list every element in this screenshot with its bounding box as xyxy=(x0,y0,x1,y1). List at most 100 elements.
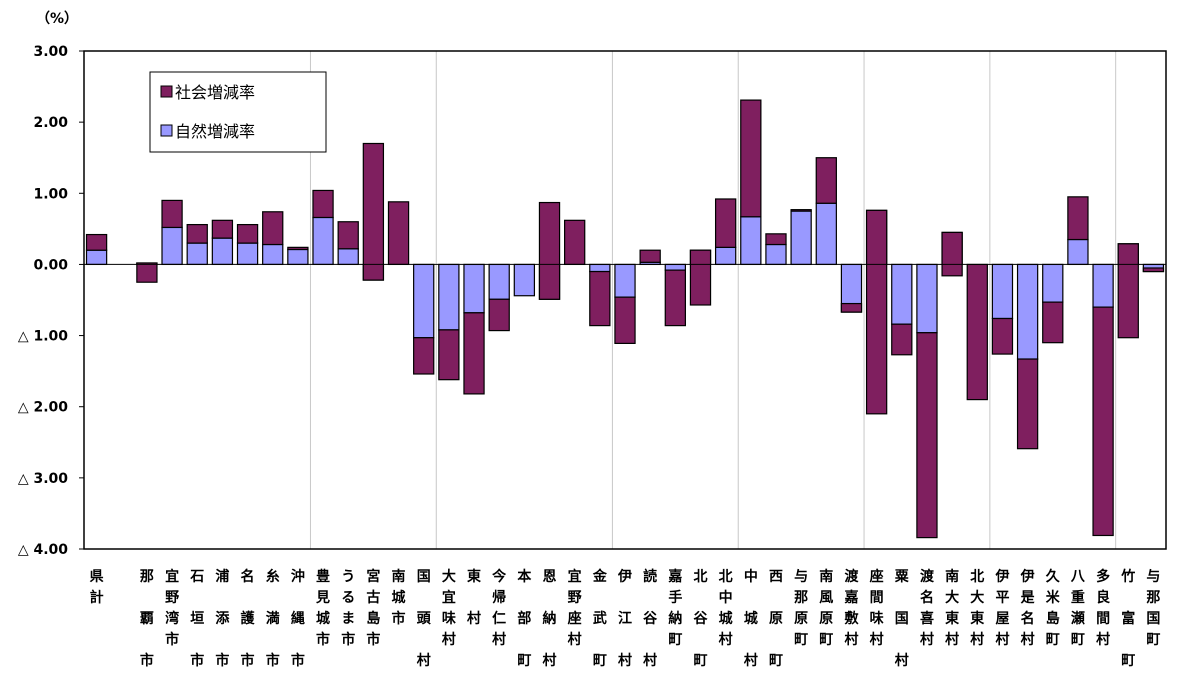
x-category-label: 帰 xyxy=(492,589,506,606)
x-category-label: 見 xyxy=(315,590,330,606)
x-category-label: う xyxy=(341,569,355,585)
y-tick-label: △ 1.00 xyxy=(18,329,68,345)
bar-social xyxy=(589,270,611,327)
bar-natural xyxy=(589,263,611,273)
x-category-label: 村 xyxy=(995,631,1009,648)
x-category-label: 間 xyxy=(1096,611,1110,627)
x-category-label: 城 xyxy=(392,589,406,606)
x-category-label: 町 xyxy=(517,653,531,669)
x-category-label: 本 xyxy=(517,568,532,585)
x-category-label: 護 xyxy=(241,610,256,627)
bar-social xyxy=(765,233,787,246)
x-category-label: 市 xyxy=(190,652,204,669)
x-category-label: 宜 xyxy=(165,568,179,585)
x-category-label: 平 xyxy=(995,590,1009,606)
x-category-label: 粟 xyxy=(894,569,910,585)
bar-natural xyxy=(1067,238,1089,266)
x-category-label: 野 xyxy=(568,590,582,606)
bar-social xyxy=(1067,196,1089,241)
bar-social xyxy=(891,323,913,356)
legend: 社会増減率 自然増減率 xyxy=(149,71,327,153)
plot-area-frame xyxy=(83,50,1167,550)
bar-social xyxy=(161,199,183,229)
x-category-label: 嘉 xyxy=(843,589,858,606)
y-tick-label: 3.00 xyxy=(33,44,68,60)
bar-social xyxy=(840,302,863,313)
x-category-label: 伊 xyxy=(617,568,632,585)
x-category-label: 村 xyxy=(568,631,582,648)
x-category-label: 那 xyxy=(140,569,154,585)
bar-natural xyxy=(664,263,686,271)
x-category-label: 原 xyxy=(819,611,833,627)
x-category-label: 市 xyxy=(266,652,280,669)
x-category-label: 石 xyxy=(189,569,204,585)
x-category-label: 東 xyxy=(467,568,481,585)
bar-social xyxy=(236,223,259,244)
x-category-label: 城 xyxy=(744,610,758,627)
bar-social xyxy=(287,246,309,251)
x-category-label: 垣 xyxy=(190,611,204,627)
bar-natural xyxy=(337,248,359,266)
x-category-label: 原 xyxy=(794,611,808,627)
y-tick-label: △ 2.00 xyxy=(18,400,68,416)
x-category-label: 市 xyxy=(316,631,330,648)
legend-label-social: 社会増減率 xyxy=(175,83,255,102)
y-tick-label: 1.00 xyxy=(33,186,68,202)
x-category-label: 味 xyxy=(442,611,456,627)
x-category-label: 与 xyxy=(1146,569,1160,585)
x-category-label: 金 xyxy=(592,568,608,585)
x-category-label: 竹 xyxy=(1120,568,1135,585)
x-category-label: 重 xyxy=(1071,589,1085,606)
bar-natural xyxy=(1016,263,1039,360)
bar-social xyxy=(1016,358,1039,450)
x-category-label: 座 xyxy=(870,568,884,585)
bar-natural xyxy=(916,263,938,334)
x-category-label: 米 xyxy=(1046,589,1061,606)
bar-natural xyxy=(287,248,309,266)
bar-natural xyxy=(236,242,259,266)
bar-social xyxy=(538,201,561,300)
bar-social xyxy=(991,317,1014,355)
bar-social xyxy=(1042,301,1064,344)
bar-social xyxy=(312,189,334,219)
x-category-label: 納 xyxy=(668,610,682,627)
x-category-label: 市 xyxy=(140,652,154,669)
x-category-label: 町 xyxy=(1146,632,1160,648)
x-category-label: 座 xyxy=(568,610,582,627)
x-category-label: 町 xyxy=(769,653,783,669)
bar-natural xyxy=(815,202,837,266)
x-category-label: 那 xyxy=(794,590,808,606)
bar-social xyxy=(639,249,661,263)
x-category-label: 北 xyxy=(970,569,984,585)
x-category-label: る xyxy=(341,590,355,606)
bar-social xyxy=(941,231,963,277)
x-category-label: 計 xyxy=(90,589,104,606)
bar-natural xyxy=(614,263,636,298)
bar-natural xyxy=(211,237,234,266)
x-category-label: 添 xyxy=(215,610,230,627)
x-category-label: 那 xyxy=(1146,590,1160,606)
bar-social xyxy=(865,209,888,415)
x-category-label: 北 xyxy=(693,569,707,585)
x-category-label: 谷 xyxy=(693,611,708,627)
x-category-label: 嘉 xyxy=(667,568,682,585)
x-category-label: 西 xyxy=(769,569,783,585)
bar-social xyxy=(614,296,636,344)
bar-social xyxy=(262,211,284,246)
x-category-label: 覇 xyxy=(140,610,154,627)
x-category-label: 市 xyxy=(215,652,229,669)
bar-natural xyxy=(463,263,485,314)
x-category-label: 縄 xyxy=(291,610,305,627)
bar-social xyxy=(1142,267,1165,273)
x-category-label: 北 xyxy=(719,569,733,585)
bar-social xyxy=(438,329,460,381)
x-category-label: 風 xyxy=(819,590,833,606)
x-category-label: 村 xyxy=(543,652,557,669)
x-category-label: 島 xyxy=(1046,610,1060,627)
y-tick-label: 2.00 xyxy=(33,115,68,131)
bar-social xyxy=(790,209,812,212)
bar-social xyxy=(387,201,410,266)
x-category-label: 町 xyxy=(1121,653,1135,669)
bar-social xyxy=(564,219,586,266)
